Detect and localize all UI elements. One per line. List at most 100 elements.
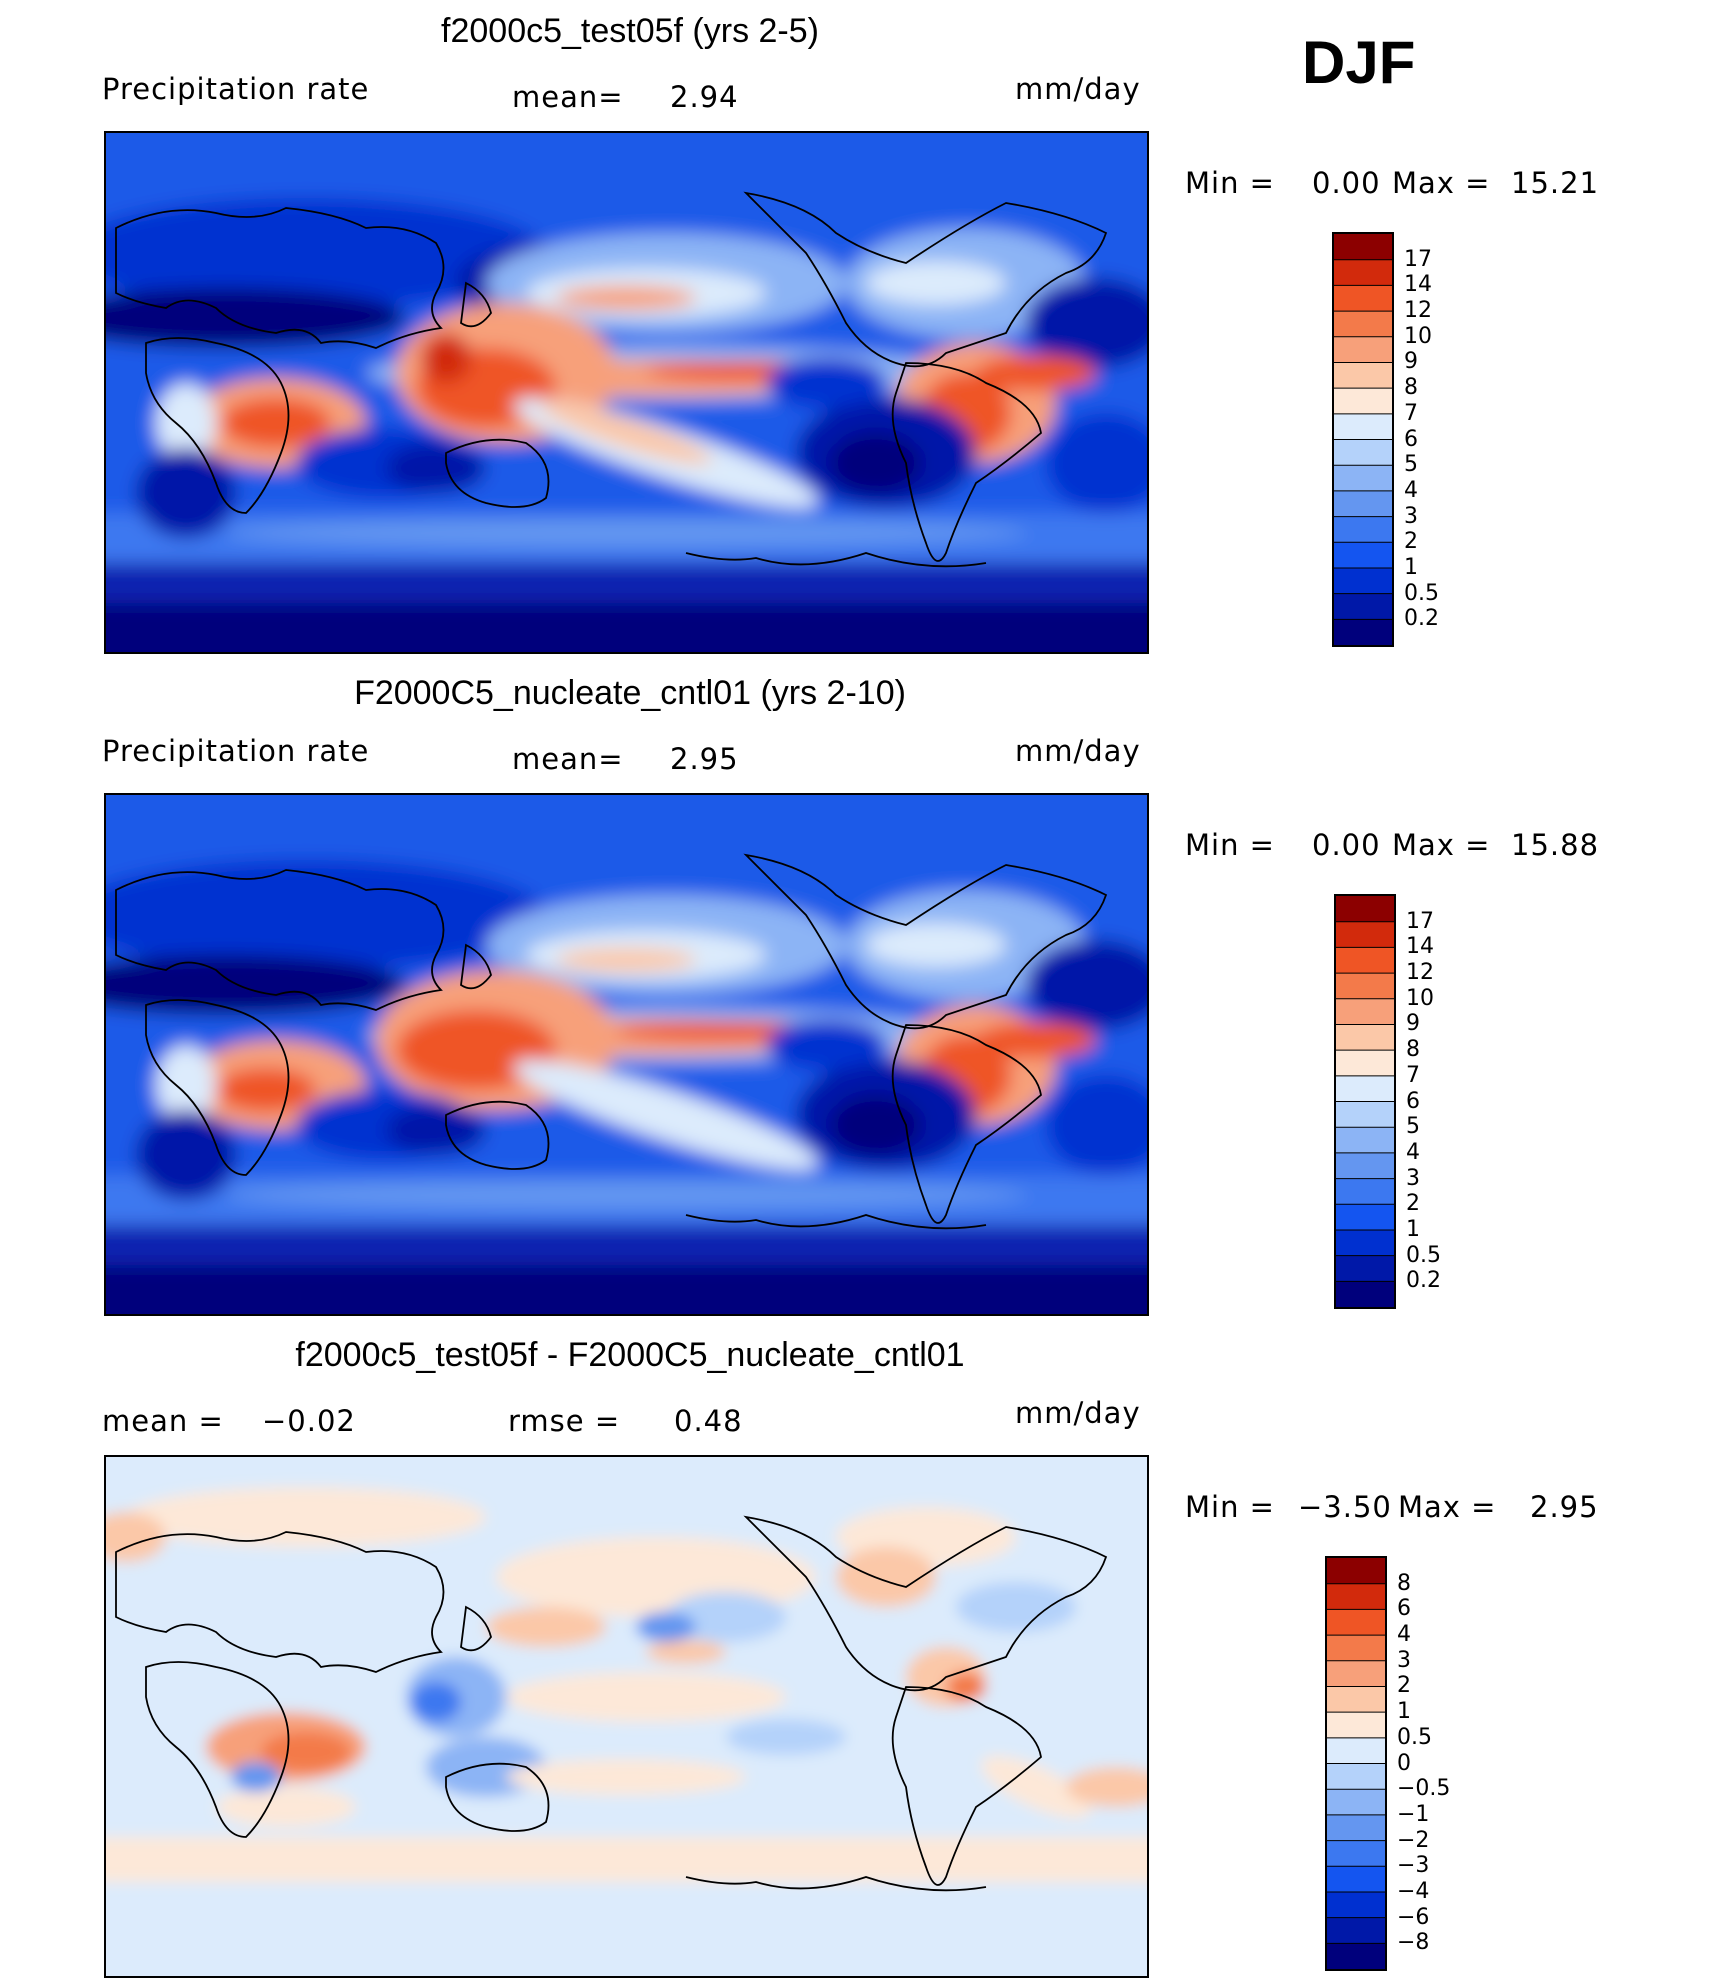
colorbar-swatch [1327, 1609, 1385, 1636]
panel-3-title: f2000c5_test05f - F2000C5_nucleate_cntl0… [295, 1336, 965, 1374]
panel-1-coastlines [115, 191, 1108, 568]
colorbar-swatch [1334, 542, 1392, 568]
colorbar-tick-label: −1 [1397, 1801, 1430, 1827]
panel-3-mean-value: −0.02 [262, 1404, 356, 1438]
colorbar-tick-label: 4 [1397, 1622, 1411, 1648]
colorbar-swatch [1336, 973, 1394, 999]
colorbar-swatch [1327, 1763, 1385, 1790]
colorbar-tick-label: 1 [1397, 1699, 1411, 1725]
panel-2-colorbar: 0.2 0.5 1 2 3 4 5 6 7 8 9 10 12 14 17 [1334, 894, 1441, 1309]
panel-3-max-label: Max = [1398, 1490, 1497, 1524]
colorbar-swatch [1336, 1178, 1394, 1205]
colorbar-tick-label: 1 [1406, 1216, 1420, 1242]
colorbar-tick-label: 17 [1406, 908, 1434, 934]
panel-2-map [104, 793, 1149, 1316]
colorbar-tick-label: −0.5 [1397, 1776, 1451, 1802]
colorbar-tick-label: 8 [1397, 1570, 1411, 1596]
colorbar-tick-label: 1 [1404, 554, 1418, 580]
colorbar-tick-label: −3 [1397, 1853, 1430, 1879]
panel-3-map-field [106, 1457, 1147, 1976]
colorbar-tick-label: 5 [1406, 1114, 1420, 1140]
panel-3-min-value: −3.50 [1298, 1490, 1392, 1524]
colorbar-swatch [1336, 1281, 1394, 1307]
colorbar-swatch [1336, 1050, 1394, 1076]
panel-3-rmse-value: 0.48 [674, 1404, 743, 1438]
panel-1-map [104, 131, 1149, 654]
colorbar-tick-label: 10 [1406, 985, 1434, 1011]
panel-1-min-label: Min = [1185, 166, 1275, 200]
colorbar-swatch [1327, 1737, 1385, 1764]
colorbar-swatch [1327, 1917, 1385, 1944]
colorbar-tick-label: 3 [1406, 1165, 1420, 1191]
colorbar-tick-label: −4 [1397, 1878, 1430, 1904]
colorbar-swatch [1336, 1075, 1394, 1102]
colorbar-swatch [1334, 439, 1392, 466]
panel-1-variable-label: Precipitation rate [102, 72, 370, 106]
colorbar-tick-label: 0.5 [1406, 1242, 1441, 1268]
colorbar-tick-label: 2 [1397, 1673, 1411, 1699]
colorbar-tick-label: 6 [1406, 1088, 1420, 1114]
colorbar-swatch [1336, 1101, 1394, 1128]
colorbar-tick-label: 0.5 [1397, 1724, 1432, 1750]
colorbar-tick-label: 8 [1406, 1037, 1420, 1063]
colorbar-swatch [1327, 1686, 1385, 1713]
panel-1-colorbar: 0.2 0.5 1 2 3 4 5 6 7 8 9 10 12 14 17 [1332, 232, 1439, 647]
colorbar-tick-label: 12 [1406, 960, 1434, 986]
colorbar-tick-label: 3 [1404, 503, 1418, 529]
colorbar-tick-label: 17 [1404, 246, 1432, 272]
colorbar-swatch [1334, 259, 1392, 286]
colorbar-swatch [1327, 1943, 1385, 1969]
panel-2-map-field [106, 795, 1147, 1314]
panel-3-min-label: Min = [1185, 1490, 1275, 1524]
panel-2-mean-label: mean= [512, 742, 624, 776]
colorbar-tick-label: 14 [1406, 934, 1434, 960]
colorbar-tick-label: 10 [1404, 323, 1432, 349]
colorbar-swatch [1336, 998, 1394, 1025]
panel-1-units: mm/day [1015, 72, 1141, 106]
colorbar-tick-label: 0 [1397, 1750, 1411, 1776]
colorbar-swatch [1334, 465, 1392, 491]
panel-2-variable-label: Precipitation rate [102, 734, 370, 768]
colorbar-tick-label: 2 [1404, 529, 1418, 555]
panel-1-max-label: Max = [1392, 166, 1491, 200]
colorbar-swatch [1327, 1712, 1385, 1738]
panel-3-colorbar-swatches [1327, 1558, 1385, 1969]
colorbar-tick-label: 14 [1404, 272, 1432, 298]
colorbar-swatch [1327, 1635, 1385, 1661]
panel-2-units: mm/day [1015, 734, 1141, 768]
colorbar-tick-label: 0.5 [1404, 580, 1439, 606]
colorbar-swatch [1334, 285, 1392, 312]
panel-2-title: F2000C5_nucleate_cntl01 (yrs 2-10) [354, 674, 906, 712]
colorbar-swatch [1334, 362, 1392, 389]
colorbar-swatch [1327, 1840, 1385, 1867]
colorbar-tick-label: 4 [1404, 477, 1418, 503]
colorbar-swatch [1336, 896, 1394, 922]
panel-2-colorbar-swatches [1336, 896, 1394, 1307]
colorbar-swatch [1336, 1255, 1394, 1282]
colorbar-swatch [1327, 1789, 1385, 1815]
colorbar-swatch [1334, 490, 1392, 517]
colorbar-swatch [1336, 1204, 1394, 1230]
colorbar-swatch [1327, 1583, 1385, 1610]
colorbar-tick-label: 0.2 [1406, 1268, 1441, 1294]
panel-1-max-value: 15.21 [1511, 166, 1600, 200]
colorbar-tick-label: 6 [1404, 426, 1418, 452]
colorbar-swatch [1334, 234, 1392, 260]
colorbar-tick-label: 4 [1406, 1139, 1420, 1165]
panel-1-min-value: 0.00 [1312, 166, 1381, 200]
colorbar-swatch [1334, 593, 1392, 620]
colorbar-swatch [1327, 1660, 1385, 1687]
panel-1-mean-value: 2.94 [670, 80, 739, 114]
colorbar-swatch [1334, 388, 1392, 414]
colorbar-swatch [1327, 1866, 1385, 1892]
panel-3-units: mm/day [1015, 1396, 1141, 1430]
colorbar-swatch [1336, 947, 1394, 974]
panel-2-max-label: Max = [1392, 828, 1491, 862]
colorbar-swatch [1336, 1127, 1394, 1153]
colorbar-tick-label: 6 [1397, 1596, 1411, 1622]
panel-2-mean-value: 2.95 [670, 742, 739, 776]
colorbar-tick-label: 9 [1404, 349, 1418, 375]
panel-3-rmse-label: rmse = [508, 1404, 621, 1438]
colorbar-tick-label: −2 [1397, 1827, 1430, 1853]
panel-1-title: f2000c5_test05f (yrs 2-5) [441, 12, 819, 50]
